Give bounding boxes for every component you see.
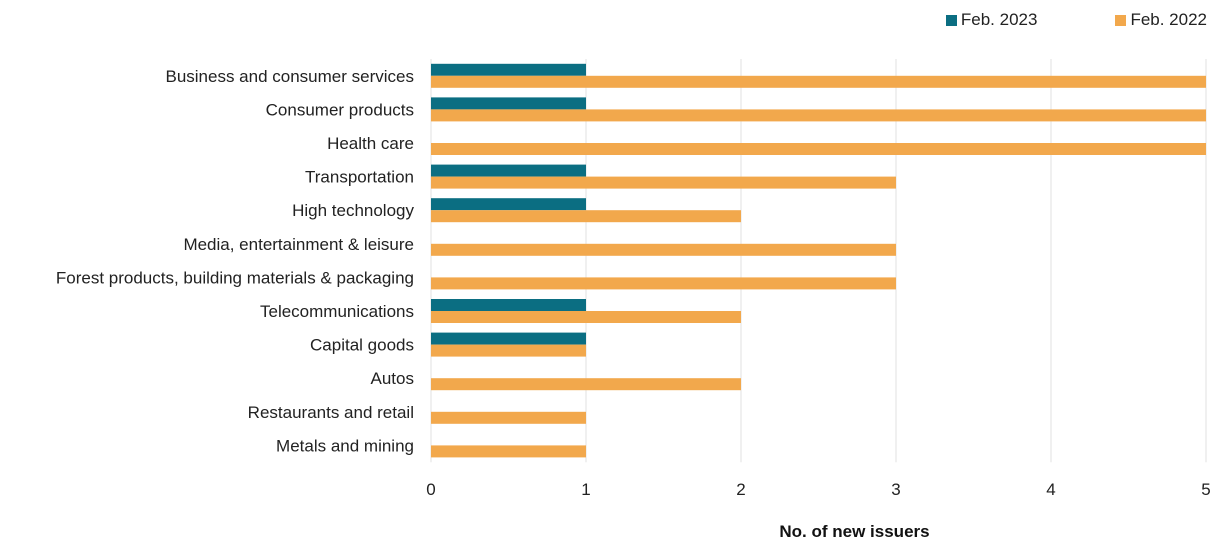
x-tick-label: 3 <box>891 480 900 499</box>
category-label: Media, entertainment & leisure <box>183 235 414 254</box>
bar-feb-2022 <box>431 243 896 256</box>
legend-label-feb-2022: Feb. 2022 <box>1130 10 1207 29</box>
bar-feb-2022 <box>431 277 896 290</box>
bar-feb-2023 <box>431 63 586 76</box>
bar-feb-2022 <box>431 445 586 458</box>
bar-feb-2023 <box>431 198 586 211</box>
legend-swatch-feb-2022 <box>1115 14 1127 26</box>
bar-feb-2022 <box>431 311 741 323</box>
bar-feb-2022 <box>431 344 586 357</box>
bar-feb-2023 <box>431 332 586 345</box>
x-axis-title: No. of new issuers <box>779 522 929 541</box>
category-label: Transportation <box>305 168 414 187</box>
bar-feb-2023 <box>431 299 586 311</box>
bar-feb-2022 <box>431 75 1206 88</box>
category-label: Telecommunications <box>260 302 414 321</box>
x-tick-label: 5 <box>1201 480 1210 499</box>
chart-legend: Feb. 2023 Feb. 2022 <box>945 10 1207 30</box>
x-tick-label: 4 <box>1046 480 1055 499</box>
legend-label-feb-2023: Feb. 2023 <box>960 10 1038 29</box>
category-label: Metals and mining <box>276 436 414 455</box>
bar-feb-2022 <box>431 109 1206 122</box>
x-tick-label: 1 <box>581 480 590 499</box>
bar-feb-2022 <box>431 176 896 189</box>
category-label: Health care <box>327 134 414 153</box>
category-label: Forest products, building materials & pa… <box>56 268 414 287</box>
category-label: High technology <box>292 201 414 220</box>
category-label: Autos <box>371 369 414 388</box>
legend-item-feb-2022: Feb. 2022 <box>1115 10 1207 30</box>
bar-feb-2022 <box>431 411 586 424</box>
legend-swatch-feb-2023 <box>945 14 957 26</box>
bar-feb-2023 <box>431 164 586 177</box>
bar-feb-2022 <box>431 210 741 223</box>
category-label: Restaurants and retail <box>248 403 414 422</box>
bar-feb-2023 <box>431 97 586 110</box>
bar-feb-2022 <box>431 378 741 391</box>
category-label: Business and consumer services <box>165 67 414 86</box>
category-label: Capital goods <box>310 336 414 355</box>
x-tick-label: 0 <box>426 480 435 499</box>
bar-feb-2022 <box>431 143 1206 155</box>
category-label: Consumer products <box>266 100 414 119</box>
legend-item-feb-2023: Feb. 2023 <box>945 10 1038 30</box>
x-tick-label: 2 <box>736 480 745 499</box>
